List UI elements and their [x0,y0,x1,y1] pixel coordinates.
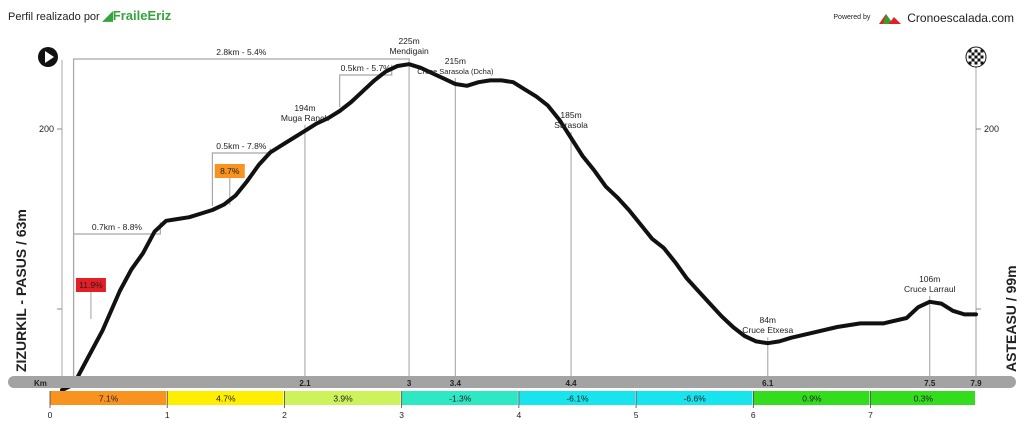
point-altitude: 84m [759,315,776,325]
km-tick-label: 6 [751,410,756,420]
author-logo[interactable]: ◢FraileEriz [102,8,172,23]
point-altitude: 185m [560,110,581,120]
max-gradient-label: 8.7% [220,166,240,176]
start-label: ZIZURKIL - PASUS / 63m [13,209,29,372]
climb-label: 0.7km - 8.8% [92,222,143,232]
km-tick-label: 0 [48,410,53,420]
point-name: Sarasola [554,120,588,130]
km-tick-label: 3 [399,410,404,420]
max-gradient-label: 11.9% [79,280,103,290]
point-name: Cruce Larraul [904,284,956,294]
point-km: 4.4 [566,379,578,388]
segment-grade: -6.1% [566,394,589,404]
gradient-segment [401,391,518,405]
finish-flag-icon [965,46,987,68]
author-brand: FraileEriz [112,8,172,23]
gradient-segment [167,391,284,405]
point-name: Cruce Etxesa [742,325,793,335]
segment-grade: -1.3% [449,394,472,404]
start-icon [38,47,58,67]
gradient-segment [284,391,401,405]
point-name: Muga Ranch [281,113,329,123]
elevation-line [60,62,978,392]
credit: Perfil realizado por ◢FraileEriz [8,8,171,24]
point-lines [304,58,977,376]
point-name: Cruce Sarasola (Dcha) [417,67,494,76]
climb-label: 0.5km - 7.8% [216,141,267,151]
gradient-segment [50,391,167,405]
point-km: 6.1 [762,379,774,388]
point-km: 3.4 [450,379,462,388]
km-ticks: 0 1 2 3 4 5 6 7 [48,391,873,420]
point-km: 3 [407,379,412,388]
max-gradient-markers: 11.9% 8.7% [75,164,245,319]
point-altitude: 215m [445,56,466,66]
segment-grade: 0.3% [914,394,934,404]
km-tick-label: 7 [868,410,873,420]
point-altitude: 106m [919,274,940,284]
km-bar-labels: 2.1 3 3.4 4.4 6.1 7.5 7.9 [299,379,982,388]
segment-grade: 7.1% [99,394,119,404]
y-tick-label-right: 200 [984,124,999,134]
credit-prefix: Perfil realizado por [8,11,100,23]
point-altitude: 194m [294,103,315,113]
y-ticks: 200 200 [39,124,999,310]
point-name: Mendigain [389,46,428,56]
point-km: 2.1 [299,379,311,388]
point-km: 7.9 [970,379,982,388]
segment-grade: 3.9% [333,394,353,404]
km-tick-label: 5 [634,410,639,420]
km-tick-label: 4 [516,410,521,420]
km-tick-label: 2 [282,410,287,420]
max-gradient-badge [75,278,106,292]
powered-by-text: Powered by [833,14,871,22]
segment-grade: 4.7% [216,394,236,404]
y-axes [61,60,977,376]
climb-label: 0.5km - 5.7% [341,63,392,73]
gradient-segment [636,391,753,405]
powered-by: Powered by Cronoescalada.com [833,9,1014,27]
segment-grade: -6.6% [684,394,707,404]
km-axis-bar [8,376,1016,388]
gradient-segments: 7.1% 4.7% 3.9% -1.3% -6.1% -6.6% 0.9% 0.3% [50,391,975,405]
mountain-logo-icon [878,13,901,24]
end-label: ASTEASU / 99m [1003,265,1019,372]
gradient-segment [753,391,870,405]
point-altitude: 225m [398,36,419,46]
y-tick-label-left: 200 [39,124,54,134]
point-km: 7.5 [924,379,936,388]
climb-label: 2.8km - 5.4% [216,47,267,57]
max-gradient-badge [214,164,245,178]
segment-grade: 0.9% [802,394,822,404]
km-tick-label: 1 [165,410,170,420]
gradient-segment [518,391,636,405]
site-name[interactable]: Cronoescalada.com [907,10,1014,25]
km-axis-label: Km [34,379,47,388]
climb-bracket [72,58,410,381]
gradient-segment [870,391,975,405]
